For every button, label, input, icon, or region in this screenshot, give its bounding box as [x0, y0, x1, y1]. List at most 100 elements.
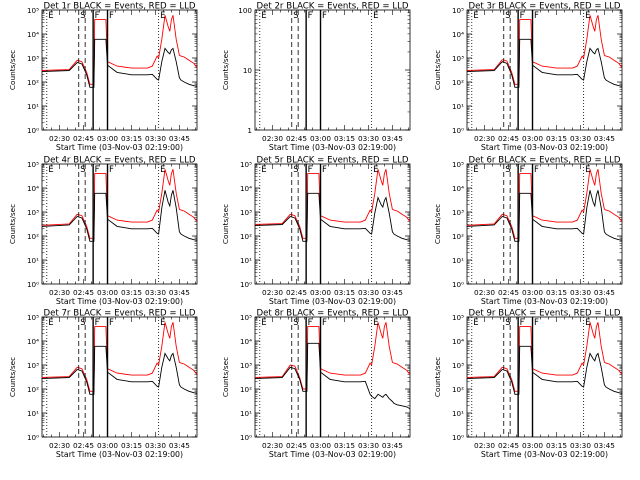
y-tick-label: 10³ [452, 54, 464, 63]
y-tick-label: 10⁰ [452, 280, 464, 289]
x-tick-label: 03:30 [358, 441, 379, 450]
marker-label: S [80, 318, 85, 328]
x-tick-label: 02:30 [49, 288, 70, 297]
x-tick-label: 03:15 [334, 134, 355, 143]
x-tick-label: 03:30 [570, 288, 591, 297]
x-tick-label: 02:45 [73, 441, 94, 450]
marker-label: F [534, 318, 539, 328]
plot-frame [254, 316, 411, 438]
marker-label: E [160, 165, 165, 175]
x-tick-label: 03:45 [169, 134, 190, 143]
chart-title: Det 6r BLACK = Events, RED = LLD [468, 156, 620, 166]
x-tick-label: 03:15 [121, 441, 142, 450]
y-tick-label: 10⁴ [452, 184, 464, 193]
series-group [467, 15, 622, 88]
x-tick-label: 02:30 [49, 134, 70, 143]
y-tick-label: 10⁰ [27, 433, 39, 442]
y-axis-label: Counts/sec [8, 357, 17, 397]
y-tick-label: 10⁴ [452, 30, 464, 39]
marker-label: F [308, 165, 313, 175]
y-tick-label: 10² [452, 78, 464, 87]
y-tick-label: 10² [27, 232, 39, 241]
y-tick-label: 10¹ [27, 256, 39, 265]
marker-label: E [473, 165, 478, 175]
events-series-line [42, 190, 197, 242]
marker-label: F [322, 165, 327, 175]
x-axis-label: Start Time (03-Nov-03 02:19:00) [481, 143, 608, 152]
plot-frame [41, 9, 198, 131]
y-axis-label: Counts/sec [433, 204, 442, 244]
x-tick-label: 03:15 [546, 441, 567, 450]
y-axis-label: Counts/sec [8, 50, 17, 90]
x-tick-label: 03:00 [522, 441, 543, 450]
plot-frame [254, 9, 411, 131]
x-tick-label: 02:45 [286, 134, 307, 143]
marker-label: S [293, 318, 298, 328]
y-tick-label: 10² [452, 385, 464, 394]
marker-label: S [293, 11, 298, 21]
plot-frame [466, 316, 623, 438]
marker-label: S [80, 11, 85, 21]
x-tick-label: 02:30 [474, 288, 495, 297]
marker-label: E [585, 11, 590, 21]
series-group [42, 169, 197, 242]
y-tick-label: 10⁵ [27, 6, 39, 15]
lld-series-line [467, 169, 622, 239]
events-series-line [467, 38, 622, 88]
x-tick-label: 03:15 [546, 134, 567, 143]
marker-label: E [585, 165, 590, 175]
y-tick-label: 10³ [240, 208, 252, 217]
y-tick-label: 10⁰ [240, 433, 252, 442]
marker-label: F [534, 11, 539, 21]
marker-label: S [80, 165, 85, 175]
x-axis-label: Start Time (03-Nov-03 02:19:00) [269, 143, 396, 152]
marker-label: F [520, 11, 525, 21]
y-tick-label: 10¹ [452, 409, 464, 418]
y-axis-label: Counts/sec [8, 204, 17, 244]
x-tick-label: 03:00 [310, 134, 331, 143]
lld-series-line [42, 169, 197, 239]
y-tick-label: 10¹ [452, 102, 464, 111]
marker-label: E [261, 11, 266, 21]
series-group [255, 322, 410, 410]
chart-title: Det 8r BLACK = Events, RED = LLD [256, 309, 408, 319]
x-tick-label: 03:00 [522, 288, 543, 297]
x-tick-label: 03:30 [145, 134, 166, 143]
x-tick-label: 03:30 [570, 134, 591, 143]
chart-panel: Det 1r BLACK = Events, RED = LLD 10⁰ 10¹ 10… [8, 2, 198, 152]
y-tick-label: 10⁰ [240, 280, 252, 289]
lld-series-line [255, 322, 410, 390]
marker-label: F [95, 165, 100, 175]
y-tick-label: 10² [27, 78, 39, 87]
chart-title: Det 1r BLACK = Events, RED = LLD [43, 2, 195, 12]
x-tick-label: 03:30 [570, 441, 591, 450]
marker-label: S [293, 165, 298, 175]
chart-title: Det 4r BLACK = Events, RED = LLD [43, 156, 195, 166]
chart-panel: Det 2r BLACK = Events, RED = LLD 1 10 100 02… [221, 2, 411, 152]
events-series-line [467, 345, 622, 395]
plot-frame [466, 163, 623, 285]
y-tick-label: 10⁵ [452, 6, 464, 15]
chart-title: Det 9r BLACK = Events, RED = LLD [468, 309, 620, 319]
y-tick-label: 10 [243, 66, 253, 75]
y-tick-label: 10³ [452, 208, 464, 217]
marker-label: F [95, 11, 100, 21]
chart-panel: Det 7r BLACK = Events, RED = LLD 10⁰ 10¹ 10… [8, 309, 198, 459]
x-tick-label: 03:00 [522, 134, 543, 143]
marker-label: E [373, 165, 378, 175]
marker-label: E [261, 318, 266, 328]
series-group [467, 322, 622, 395]
y-tick-label: 10² [452, 232, 464, 241]
y-tick-label: 10² [27, 385, 39, 394]
y-tick-label: 10⁰ [27, 280, 39, 289]
x-tick-label: 03:45 [594, 134, 615, 143]
y-tick-label: 10⁵ [452, 313, 464, 322]
marker-label: E [48, 11, 53, 21]
x-tick-label: 02:45 [73, 134, 94, 143]
marker-label: F [520, 318, 525, 328]
marker-label: E [373, 11, 378, 21]
series-group [42, 322, 197, 395]
marker-label: E [160, 318, 165, 328]
y-tick-label: 10⁰ [27, 126, 39, 135]
